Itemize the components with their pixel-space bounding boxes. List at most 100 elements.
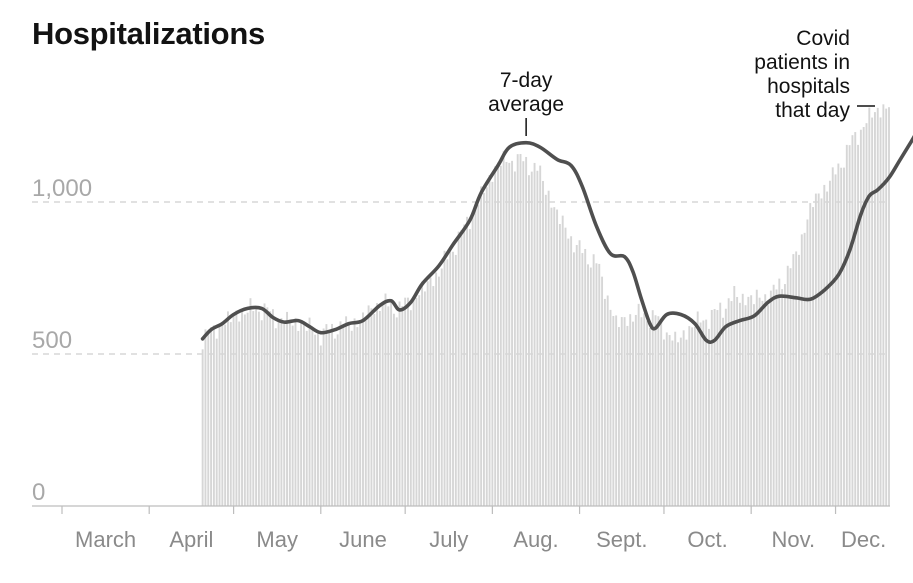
- y-tick-label: 0: [32, 479, 45, 506]
- daily-bar: [320, 345, 322, 506]
- daily-bar: [472, 214, 474, 506]
- daily-bar: [846, 145, 848, 506]
- daily-bar: [486, 187, 488, 506]
- daily-bar: [660, 319, 662, 506]
- daily-bar: [798, 255, 800, 506]
- daily-bar: [550, 208, 552, 506]
- daily-bar: [593, 254, 595, 506]
- daily-bar: [601, 277, 603, 506]
- daily-bar: [761, 301, 763, 506]
- daily-bar: [379, 311, 381, 506]
- daily-bar: [809, 203, 811, 506]
- daily-bar: [362, 312, 364, 506]
- daily-bar: [590, 268, 592, 506]
- daily-bar: [356, 327, 358, 506]
- daily-bar: [691, 327, 693, 506]
- daily-bar: [340, 321, 342, 506]
- daily-bar: [269, 311, 271, 506]
- daily-bar: [452, 252, 454, 506]
- daily-bar: [736, 297, 738, 506]
- daily-bar: [460, 230, 462, 506]
- daily-bar: [289, 323, 291, 506]
- daily-bar: [759, 298, 761, 506]
- daily-bar: [731, 301, 733, 506]
- daily-bar: [806, 219, 808, 506]
- daily-bar: [255, 309, 257, 506]
- daily-bar: [843, 168, 845, 506]
- daily-bar: [705, 320, 707, 506]
- daily-bar: [314, 335, 316, 506]
- daily-bar: [500, 166, 502, 506]
- daily-bar: [224, 325, 226, 506]
- daily-bar: [534, 163, 536, 506]
- daily-bar: [545, 195, 547, 506]
- daily-bar: [635, 315, 637, 506]
- x-tick-label: Dec.: [841, 527, 886, 552]
- daily-bar: [475, 206, 477, 506]
- daily-bar: [435, 272, 437, 506]
- daily-bar: [210, 327, 212, 506]
- daily-bar: [686, 340, 688, 506]
- daily-bar: [829, 181, 831, 506]
- daily-bar: [559, 224, 561, 506]
- daily-bar: [331, 324, 333, 506]
- daily-bar: [784, 284, 786, 506]
- daily-bar: [286, 312, 288, 506]
- daily-bar: [742, 294, 744, 506]
- x-tick-label: Sept.: [596, 527, 647, 552]
- daily-bar: [832, 167, 834, 506]
- daily-bar: [854, 132, 856, 506]
- daily-bar: [317, 333, 319, 506]
- daily-bar: [441, 268, 443, 506]
- daily-bar: [387, 306, 389, 506]
- daily-bar: [539, 166, 541, 506]
- daily-bar: [652, 310, 654, 506]
- daily-bar: [328, 331, 330, 506]
- daily-bar: [418, 295, 420, 506]
- daily-bar: [235, 311, 237, 506]
- daily-bar: [365, 320, 367, 506]
- daily-bar: [767, 305, 769, 506]
- daily-bar: [697, 311, 699, 506]
- daily-bar: [444, 251, 446, 506]
- daily-bar: [680, 338, 682, 506]
- daily-bar: [216, 339, 218, 506]
- daily-bar: [399, 301, 401, 506]
- daily-bar: [598, 264, 600, 506]
- annotation-daily-line-3: hospitals: [767, 75, 850, 98]
- x-tick-label: Nov.: [772, 527, 816, 552]
- daily-bar: [646, 321, 648, 506]
- daily-bar: [669, 335, 671, 506]
- daily-bar: [469, 229, 471, 506]
- daily-bar: [373, 314, 375, 506]
- daily-bar: [801, 234, 803, 506]
- daily-bar: [804, 233, 806, 506]
- daily-bar: [750, 295, 752, 506]
- daily-bar: [227, 311, 229, 506]
- daily-bar: [354, 318, 356, 506]
- daily-bar: [849, 145, 851, 506]
- daily-bar: [860, 130, 862, 506]
- x-tick-label: Oct.: [687, 527, 727, 552]
- daily-bar: [449, 252, 451, 506]
- daily-bar: [700, 322, 702, 506]
- daily-bar: [874, 112, 876, 506]
- daily-bar: [309, 318, 311, 506]
- daily-bar: [871, 118, 873, 506]
- daily-bar: [337, 334, 339, 506]
- daily-bar: [278, 322, 280, 506]
- daily-bar: [857, 145, 859, 506]
- daily-bar: [778, 279, 780, 506]
- daily-bar: [483, 193, 485, 506]
- daily-bar: [401, 306, 403, 506]
- daily-bar: [508, 163, 510, 506]
- daily-bar: [885, 109, 887, 506]
- daily-bar: [323, 328, 325, 506]
- daily-bar: [708, 329, 710, 506]
- daily-bar: [430, 278, 432, 506]
- daily-bar: [382, 301, 384, 506]
- daily-bar: [424, 291, 426, 506]
- daily-bar: [250, 298, 252, 506]
- x-tick-label: Aug.: [513, 527, 558, 552]
